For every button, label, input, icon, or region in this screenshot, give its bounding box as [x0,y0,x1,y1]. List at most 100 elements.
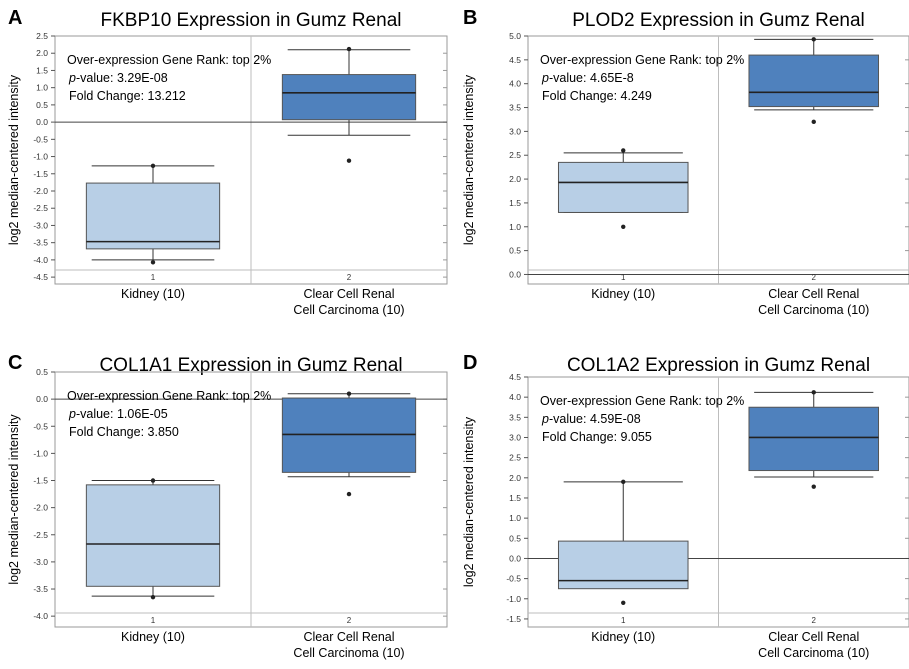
outlier-point [811,484,816,489]
y-tick-label: 1.5 [36,65,48,75]
outlier-point [621,224,626,229]
group-index: 1 [151,616,156,625]
chart-title: FKBP10 Expression in Gumz Renal [101,10,402,31]
category-label: Cell Carcinoma (10) [758,646,869,660]
category-label: Cell Carcinoma (10) [758,303,869,317]
y-tick-label: -2.5 [33,203,48,213]
y-tick-label: 3.5 [509,412,521,422]
y-tick-label: -1.5 [33,476,48,486]
y-tick-label: 4.5 [509,372,521,382]
box-group-2: 2 Clear Cell Renal Cell Carcinoma (10) [281,391,417,660]
group-index: 1 [151,273,156,282]
outlier-point [346,391,352,396]
fold-change-text: Fold Change: 13.212 [69,89,186,103]
outlier-point [346,46,352,52]
p-value-prefix: p [541,412,549,426]
y-tick-label: 2.0 [509,174,521,184]
y-tick-label: 3.0 [509,126,521,136]
fold-change-text: Fold Change: 9.055 [542,430,652,444]
y-tick-label: 3.5 [509,103,521,113]
y-tick-label: 2.5 [509,150,521,160]
group-index: 1 [621,273,626,282]
y-tick-label: 2.5 [36,31,48,41]
outlier-point [811,390,816,395]
chart-title: PLOD2 Expression in Gumz Renal [572,10,865,31]
group-index: 2 [812,616,817,625]
y-tick-label: -1.5 [33,169,48,179]
outlier-point [621,479,626,485]
p-value-prefix: p [541,71,549,85]
y-tick-label: 2.5 [509,453,521,463]
box-iqr [557,540,689,590]
box-iqr [85,484,221,587]
p-value-prefix: p [68,71,76,85]
category-label: Cell Carcinoma (10) [293,646,404,660]
y-axis-label: log2 median-centered intensity [462,74,476,245]
y-tick-label: 5.0 [509,31,521,41]
rank-text: Over-expression Gene Rank: top 2% [540,394,744,408]
outlier-point [621,600,626,606]
p-value-text: p-value: 3.29E-08 [68,71,168,85]
fold-change-text: Fold Change: 3.850 [69,425,179,439]
y-tick-label: 2.0 [509,473,521,483]
outlier-point [150,594,156,600]
y-tick-label: 0.0 [36,394,48,404]
group-index: 2 [812,273,817,282]
p-value-label: -value: 4.59E-08 [549,412,641,426]
box-group-1: 1 Kidney (10) [557,148,689,301]
box-iqr [281,397,417,473]
outlier-point [346,158,352,163]
chart-title: COL1A2 Expression in Gumz Renal [567,355,870,376]
rank-text: Over-expression Gene Rank: top 2% [540,53,744,67]
group-index: 2 [347,273,352,282]
y-tick-label: 2.0 [36,48,48,58]
outlier-point [150,163,156,169]
y-tick-label: 1.5 [509,493,521,503]
panel-d: D COL1A2 Expression in Gumz Renal 4.5 4.0 3.… [462,352,909,660]
y-tick-label: -3.5 [33,238,48,248]
y-tick-label: -2.0 [33,503,48,513]
y-tick-label: 4.0 [509,392,521,402]
rank-text: Over-expression Gene Rank: top 2% [67,389,271,403]
y-tick-label: 1.0 [509,222,521,232]
box-iqr [281,74,417,121]
y-tick-label: 4.5 [509,55,521,65]
outlier-point [811,37,816,42]
y-tick-label: -4.0 [33,255,48,265]
y-tick-label: 3.0 [509,432,521,442]
y-tick-label: 0.5 [36,367,48,377]
y-tick-label: 0.5 [509,533,521,543]
y-axis-label: log2 median-centered intensity [462,416,476,587]
stats-annotation: Over-expression Gene Rank: top 2% p-value… [67,389,271,439]
p-value-label: -value: 1.06E-05 [76,407,168,421]
box-iqr [748,406,880,472]
y-tick-label: -3.0 [33,220,48,230]
p-value-prefix: p [68,407,76,421]
category-label: Kidney (10) [121,287,185,301]
stats-annotation: Over-expression Gene Rank: top 2% p-value… [540,53,744,103]
p-value-text: p-value: 4.59E-08 [541,412,641,426]
p-value-label: -value: 4.65E-8 [549,71,634,85]
category-label: Kidney (10) [591,630,655,644]
box-iqr [85,182,221,250]
panel-letter: D [463,352,477,374]
box-iqr [748,54,880,108]
y-tick-label: -4.5 [33,272,48,282]
chart-title: COL1A1 Expression in Gumz Renal [99,355,402,376]
y-tick-label: -4.0 [33,611,48,621]
y-tick-label: -1.5 [506,614,521,624]
y-tick-label: 0.5 [36,100,48,110]
outlier-point [150,260,156,265]
category-label: Kidney (10) [591,287,655,301]
y-tick-label: -2.0 [33,186,48,196]
y-tick-label: -1.0 [33,152,48,162]
panel-letter: B [463,7,477,29]
box-group-1: 1 Kidney (10) [85,163,221,301]
y-tick-label: -3.5 [33,584,48,594]
y-tick-label: 0.0 [509,269,521,279]
category-label: Cell Carcinoma (10) [293,303,404,317]
outlier-point [811,119,816,125]
box-iqr [557,161,689,213]
y-tick-label: -1.0 [506,594,521,604]
y-axis-label: log2 median-centered intensity [7,414,21,585]
